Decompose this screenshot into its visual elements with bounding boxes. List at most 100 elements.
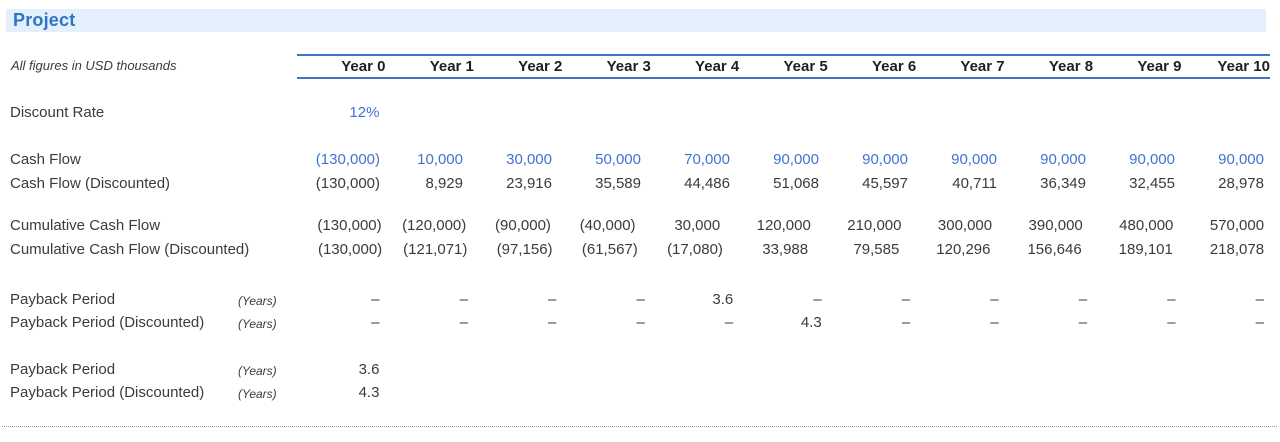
value-cell[interactable]: 218,078 <box>1209 241 1265 258</box>
row-label[interactable]: Discount Rate <box>10 104 105 121</box>
value-cell[interactable]: (120,000) <box>402 217 467 234</box>
value-cell[interactable]: 90,000 <box>1040 151 1086 168</box>
value-cell[interactable]: (130,000) <box>315 151 380 168</box>
value-cell[interactable] <box>385 381 473 405</box>
value-cell[interactable]: (130,000) <box>317 217 382 234</box>
value-cell[interactable] <box>1093 101 1181 125</box>
value-cell[interactable]: – <box>1167 291 1176 308</box>
value-cell[interactable]: – <box>371 314 380 331</box>
value-cell[interactable]: 90,000 <box>862 151 908 168</box>
value-cell[interactable]: 120,296 <box>936 241 991 258</box>
value-cell[interactable] <box>562 358 650 382</box>
value-cell[interactable]: – <box>636 291 645 308</box>
value-cell[interactable]: 90,000 <box>1129 151 1175 168</box>
value-cell[interactable]: 480,000 <box>1119 217 1174 234</box>
row-label[interactable]: Payback Period (Discounted) <box>10 314 205 331</box>
value-cell[interactable]: – <box>1167 314 1176 331</box>
value-cell[interactable]: 36,349 <box>1040 175 1086 192</box>
value-cell[interactable] <box>916 358 1004 382</box>
value-cell[interactable]: 35,589 <box>595 175 641 192</box>
value-cell[interactable] <box>562 381 650 405</box>
column-header[interactable]: Year 6 <box>871 58 917 75</box>
value-cell[interactable]: 4.3 <box>358 384 380 401</box>
value-cell[interactable] <box>739 381 827 405</box>
value-cell[interactable] <box>1005 358 1093 382</box>
value-cell[interactable]: 30,000 <box>674 217 721 234</box>
value-cell[interactable]: (121,071) <box>403 241 468 258</box>
value-cell[interactable]: 4.3 <box>800 314 822 331</box>
value-cell[interactable]: 32,455 <box>1129 175 1175 192</box>
value-cell[interactable]: (90,000) <box>495 217 551 234</box>
value-cell[interactable]: 28,978 <box>1218 175 1264 192</box>
value-cell[interactable] <box>1005 381 1093 405</box>
value-cell[interactable]: 40,711 <box>952 175 997 192</box>
value-cell[interactable] <box>474 101 562 125</box>
value-cell[interactable]: – <box>724 314 734 331</box>
value-cell[interactable]: (40,000) <box>579 217 636 234</box>
column-header[interactable]: Year 9 <box>1137 58 1182 75</box>
value-cell[interactable] <box>916 381 1004 405</box>
value-cell[interactable] <box>474 358 562 382</box>
value-cell[interactable]: (17,080) <box>667 241 723 258</box>
value-cell[interactable]: – <box>990 291 999 308</box>
value-cell[interactable] <box>1093 381 1181 405</box>
value-cell[interactable]: 70,000 <box>684 151 730 168</box>
value-cell[interactable]: 23,916 <box>506 175 552 192</box>
value-cell[interactable]: 44,486 <box>684 175 730 192</box>
value-cell[interactable]: 33,988 <box>762 241 809 258</box>
value-cell[interactable] <box>562 101 650 125</box>
value-cell[interactable]: – <box>1255 291 1264 308</box>
value-cell[interactable] <box>651 358 739 382</box>
value-cell[interactable]: 50,000 <box>595 151 641 168</box>
column-header[interactable]: Year 4 <box>695 58 740 75</box>
value-cell[interactable] <box>828 381 916 405</box>
row-label[interactable]: Payback Period <box>10 291 116 308</box>
value-cell[interactable]: – <box>901 314 911 331</box>
value-cell[interactable]: 189,101 <box>1118 241 1173 258</box>
value-cell[interactable]: 156,646 <box>1027 241 1082 258</box>
value-cell[interactable]: 3.6 <box>358 361 380 378</box>
value-cell[interactable]: 8,929 <box>425 175 463 192</box>
value-cell[interactable] <box>474 381 562 405</box>
value-cell[interactable]: – <box>548 291 557 308</box>
value-cell[interactable]: 90,000 <box>773 151 819 168</box>
value-cell[interactable]: (130,000) <box>315 175 380 192</box>
value-cell[interactable]: 570,000 <box>1209 217 1265 234</box>
value-cell[interactable] <box>739 358 827 382</box>
value-cell[interactable]: 390,000 <box>1028 217 1083 234</box>
value-cell[interactable]: 3.6 <box>712 291 734 308</box>
value-cell[interactable]: 120,000 <box>756 217 811 234</box>
value-cell[interactable]: – <box>990 314 999 331</box>
value-cell[interactable] <box>651 101 739 125</box>
value-cell[interactable]: 79,585 <box>853 241 900 258</box>
value-cell[interactable]: – <box>1255 314 1264 331</box>
column-header[interactable]: Year 7 <box>960 58 1005 75</box>
value-cell[interactable]: 210,000 <box>847 217 902 234</box>
value-cell[interactable]: – <box>459 291 468 308</box>
row-label[interactable]: Cash Flow <box>10 151 81 168</box>
row-label[interactable]: Cash Flow (Discounted) <box>10 175 171 192</box>
value-cell[interactable] <box>1005 101 1093 125</box>
column-header[interactable]: Year 1 <box>429 58 474 75</box>
value-cell[interactable] <box>1182 101 1270 125</box>
row-label[interactable]: Cumulative Cash Flow (Discounted) <box>10 241 250 258</box>
value-cell[interactable]: 90,000 <box>951 151 997 168</box>
value-cell[interactable]: (130,000) <box>317 241 383 258</box>
value-cell[interactable] <box>916 101 1004 125</box>
value-cell[interactable]: – <box>371 291 380 308</box>
row-label[interactable]: Cumulative Cash Flow <box>10 217 161 234</box>
value-cell[interactable] <box>651 381 739 405</box>
column-header[interactable]: Year 10 <box>1217 58 1270 75</box>
column-header[interactable]: Year 0 <box>341 58 386 75</box>
value-cell[interactable] <box>739 101 827 125</box>
column-header[interactable]: Year 8 <box>1048 58 1094 75</box>
value-cell[interactable]: 45,597 <box>862 175 908 192</box>
value-cell[interactable]: 12% <box>349 104 380 121</box>
value-cell[interactable]: 51,068 <box>773 175 819 192</box>
value-cell[interactable]: – <box>459 314 468 331</box>
value-cell[interactable]: – <box>636 314 645 331</box>
column-header[interactable]: Year 2 <box>518 58 563 75</box>
value-cell[interactable]: – <box>548 314 557 331</box>
row-label[interactable]: Payback Period (Discounted) <box>10 384 205 401</box>
value-cell[interactable] <box>385 101 473 125</box>
